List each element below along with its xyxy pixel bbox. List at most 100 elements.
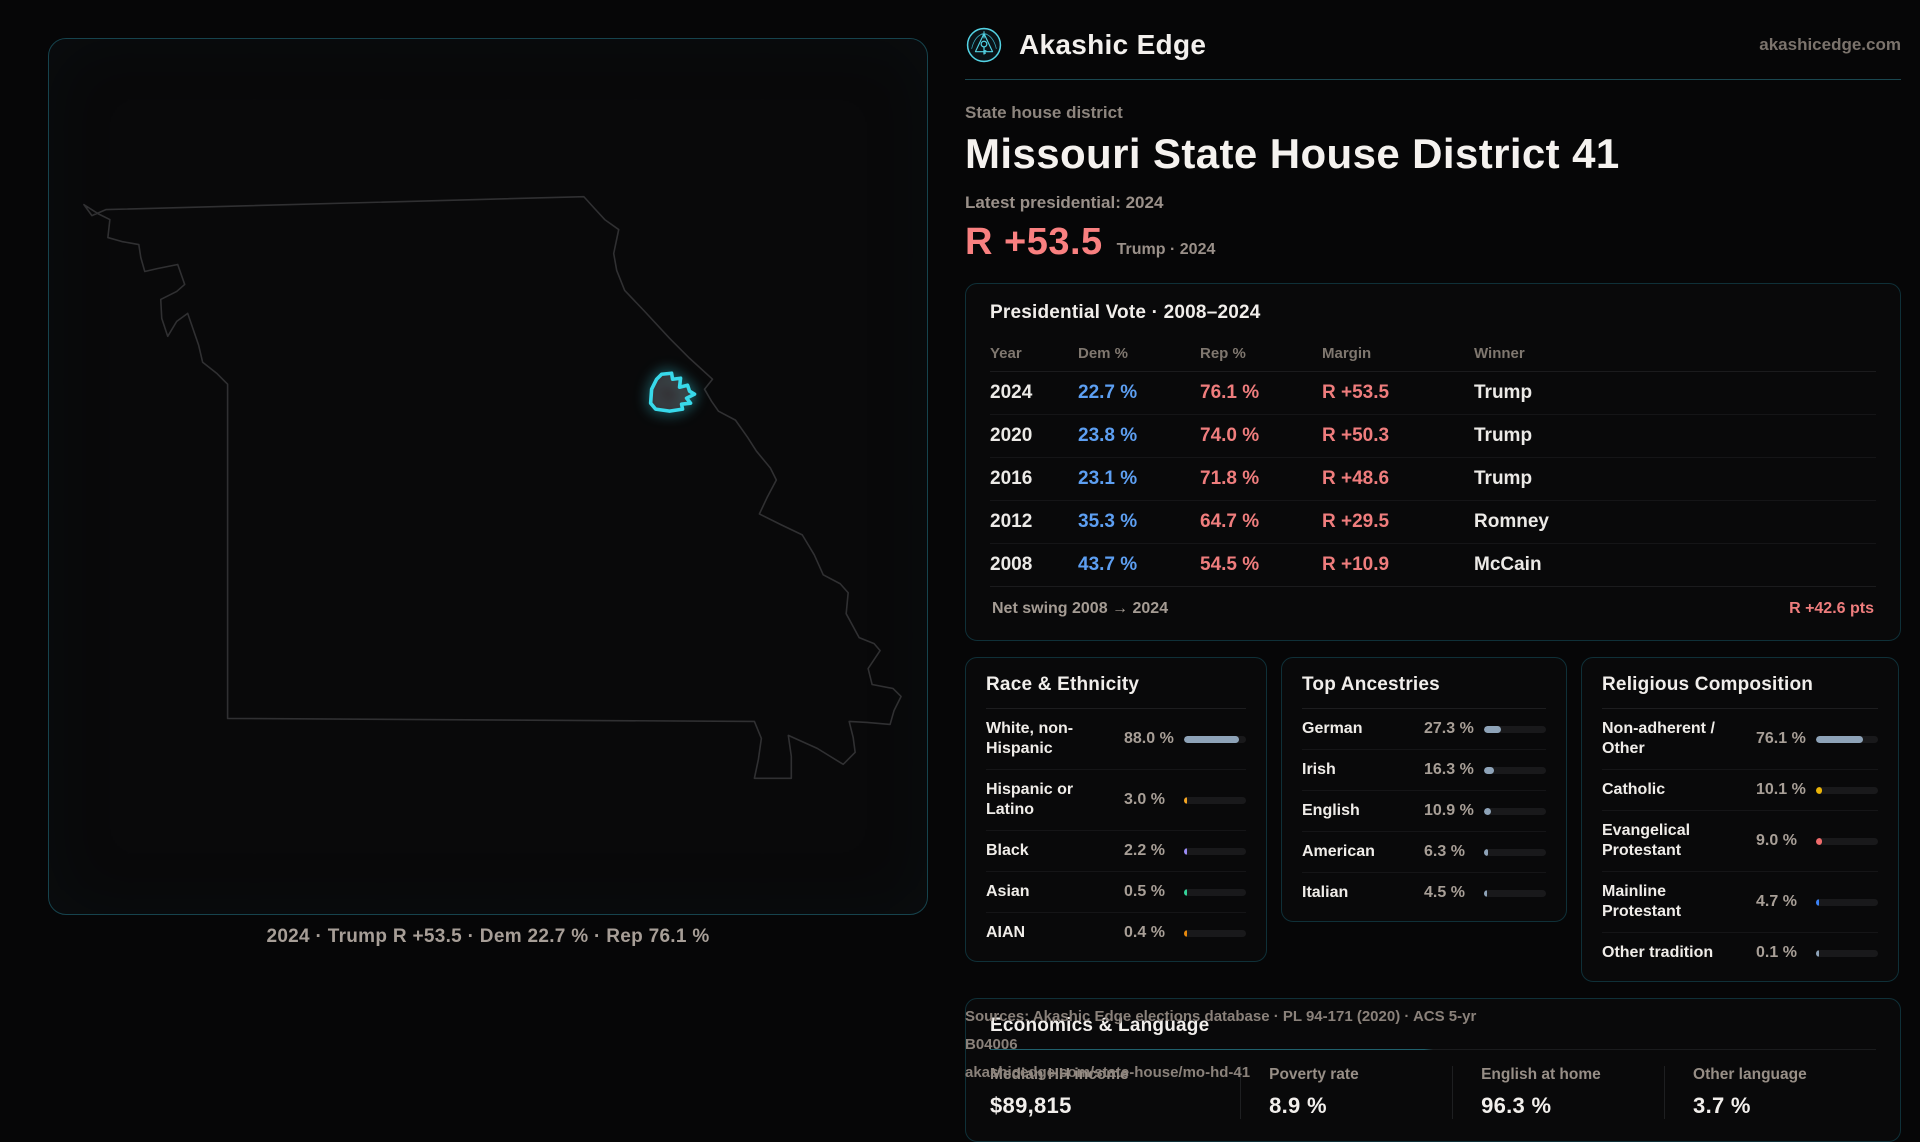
cell-rep: 74.0 % xyxy=(1200,425,1260,446)
economics-stat-label: Other language xyxy=(1693,1066,1807,1083)
stat-label: English xyxy=(1302,802,1360,819)
stat-value: 6.3 % xyxy=(1424,843,1465,860)
district-41-shape[interactable] xyxy=(648,371,697,413)
stat-row: White, non-Hispanic 88.0 % xyxy=(986,709,1246,770)
stat-label: Mainline Protestant xyxy=(1602,883,1682,920)
stat-value: 0.5 % xyxy=(1124,883,1165,900)
sources-permalink[interactable]: akashicedge.com/state-house/mo-hd-41 xyxy=(965,1063,1251,1081)
net-swing-value: R +42.6 pts xyxy=(1789,600,1874,617)
stat-label: White, non-Hispanic xyxy=(986,720,1074,757)
religion-rows: Non-adherent / Other 76.1 % Catholic 10.1 %… xyxy=(1602,709,1878,973)
presidential-vote-card: Presidential Vote · 2008–2024 Year Dem %… xyxy=(965,283,1901,641)
vote-table-header: Year Dem % Rep % Margin Winner xyxy=(990,336,1876,372)
stat-bar-track xyxy=(1184,929,1246,937)
stat-bar-track xyxy=(1184,847,1246,855)
stat-value: 9.0 % xyxy=(1756,832,1797,849)
stat-bar-track xyxy=(1484,725,1546,733)
stat-bar-track xyxy=(1816,837,1878,845)
stat-bar-fill xyxy=(1184,929,1187,937)
divider xyxy=(986,708,1246,709)
religious-composition-card: Religious Composition Non-adherent / Oth… xyxy=(1581,657,1899,982)
header: Akashic Edge akashicedge.com xyxy=(965,26,1901,64)
stat-value: 4.5 % xyxy=(1424,884,1465,901)
stat-row: German 27.3 % xyxy=(1302,709,1546,750)
economics-stat-value: 8.9 % xyxy=(1269,1093,1327,1118)
stat-value: 4.7 % xyxy=(1756,893,1797,910)
col-winner: Winner xyxy=(1474,345,1525,362)
cell-year: 2008 xyxy=(990,554,1033,575)
stat-row: Hispanic or Latino 3.0 % xyxy=(986,770,1246,831)
cell-winner: Trump xyxy=(1474,425,1533,446)
cell-margin: R +50.3 xyxy=(1322,425,1390,446)
stat-row: Italian 4.5 % xyxy=(1302,873,1546,913)
cell-rep: 76.1 % xyxy=(1200,382,1260,403)
latest-presidential-label: Latest presidential: 2024 xyxy=(965,193,1164,212)
stat-label: American xyxy=(1302,843,1375,860)
stat-bar-track xyxy=(1184,888,1246,896)
stat-bar-fill xyxy=(1184,888,1187,896)
stat-value: 88.0 % xyxy=(1124,730,1174,747)
headline-margin-row: R +53.5 Trump · 2024 xyxy=(965,221,1901,264)
state-outline xyxy=(83,195,902,780)
stat-row: Other tradition 0.1 % xyxy=(1602,933,1878,973)
stat-row: Evangelical Protestant 9.0 % xyxy=(1602,811,1878,872)
stat-bar-fill xyxy=(1484,807,1491,815)
top-ancestries-card: Top Ancestries German 27.3 % Irish 16.3 % En… xyxy=(1281,657,1567,922)
cell-winner: McCain xyxy=(1474,554,1542,575)
cell-year: 2016 xyxy=(990,468,1033,489)
stat-bar-track xyxy=(1484,889,1546,897)
stat-label: Other tradition xyxy=(1602,944,1714,961)
stat-row: Non-adherent / Other 76.1 % xyxy=(1602,709,1878,770)
col-rep: Rep % xyxy=(1200,345,1246,362)
stat-value: 0.4 % xyxy=(1124,924,1165,941)
stat-value: 10.1 % xyxy=(1756,781,1806,798)
economics-stat-value: 96.3 % xyxy=(1481,1093,1552,1118)
economics-divider xyxy=(990,1049,1876,1050)
headline-margin-value: R +53.5 xyxy=(965,221,1103,263)
stat-label: Black xyxy=(986,842,1029,859)
divider xyxy=(1602,708,1878,709)
vote-row-2008: 2008 43.7 % 54.5 % R +10.9 McCain xyxy=(990,544,1876,587)
stat-value: 2.2 % xyxy=(1124,842,1165,859)
stat-bar-track xyxy=(1184,796,1246,804)
net-swing-label: Net swing 2008 → 2024 xyxy=(992,600,1169,617)
divider xyxy=(1302,708,1546,709)
stat-label: Irish xyxy=(1302,761,1336,778)
brand-name: Akashic Edge xyxy=(1019,29,1207,60)
stat-label: Hispanic or Latino xyxy=(986,781,1074,818)
brand-domain-link[interactable]: akashicedge.com xyxy=(1759,35,1901,54)
stat-bar-track xyxy=(1816,898,1878,906)
stat-bar-fill xyxy=(1484,848,1488,856)
sources-line: Sources: Akashic Edge elections database… xyxy=(965,1008,1477,1053)
stat-bar-fill xyxy=(1816,949,1819,957)
headline-margin-context: Trump · 2024 xyxy=(1116,241,1216,258)
akashic-edge-logo-icon xyxy=(966,27,1002,63)
economics-card-title: Economics & Language xyxy=(990,1015,1210,1036)
stat-label: German xyxy=(1302,720,1363,737)
stat-bar-fill xyxy=(1816,898,1819,906)
cell-dem: 23.1 % xyxy=(1078,468,1138,489)
stat-row: American 6.3 % xyxy=(1302,832,1546,873)
vote-row-2012: 2012 35.3 % 64.7 % R +29.5 Romney xyxy=(990,501,1876,544)
col-margin: Margin xyxy=(1322,345,1372,362)
stat-value: 10.9 % xyxy=(1424,802,1474,819)
stat-bar-track xyxy=(1816,786,1878,794)
cell-year: 2020 xyxy=(990,425,1033,446)
stat-label: Non-adherent / Other xyxy=(1602,720,1715,757)
stat-bar-fill xyxy=(1184,796,1187,804)
map-caption: 2024 · Trump R +53.5 · Dem 22.7 % · Rep … xyxy=(266,926,710,947)
cell-margin: R +48.6 xyxy=(1322,468,1390,489)
cell-dem: 22.7 % xyxy=(1078,382,1138,403)
religion-card-title: Religious Composition xyxy=(1602,674,1814,695)
ancestries-card-title: Top Ancestries xyxy=(1302,674,1440,695)
stat-row: Irish 16.3 % xyxy=(1302,750,1546,791)
stat-row: Black 2.2 % xyxy=(986,831,1246,872)
cell-winner: Trump xyxy=(1474,382,1533,403)
economics-stat-label: Median HH income xyxy=(990,1066,1129,1083)
economics-stat-label: English at home xyxy=(1481,1066,1601,1083)
stat-bar-fill xyxy=(1484,725,1501,733)
cell-dem: 43.7 % xyxy=(1078,554,1138,575)
stat-bar-track xyxy=(1484,807,1546,815)
vote-row-2020: 2020 23.8 % 74.0 % R +50.3 Trump xyxy=(990,415,1876,458)
sources-footer: Sources: Akashic Edge elections database… xyxy=(965,1003,1485,1086)
